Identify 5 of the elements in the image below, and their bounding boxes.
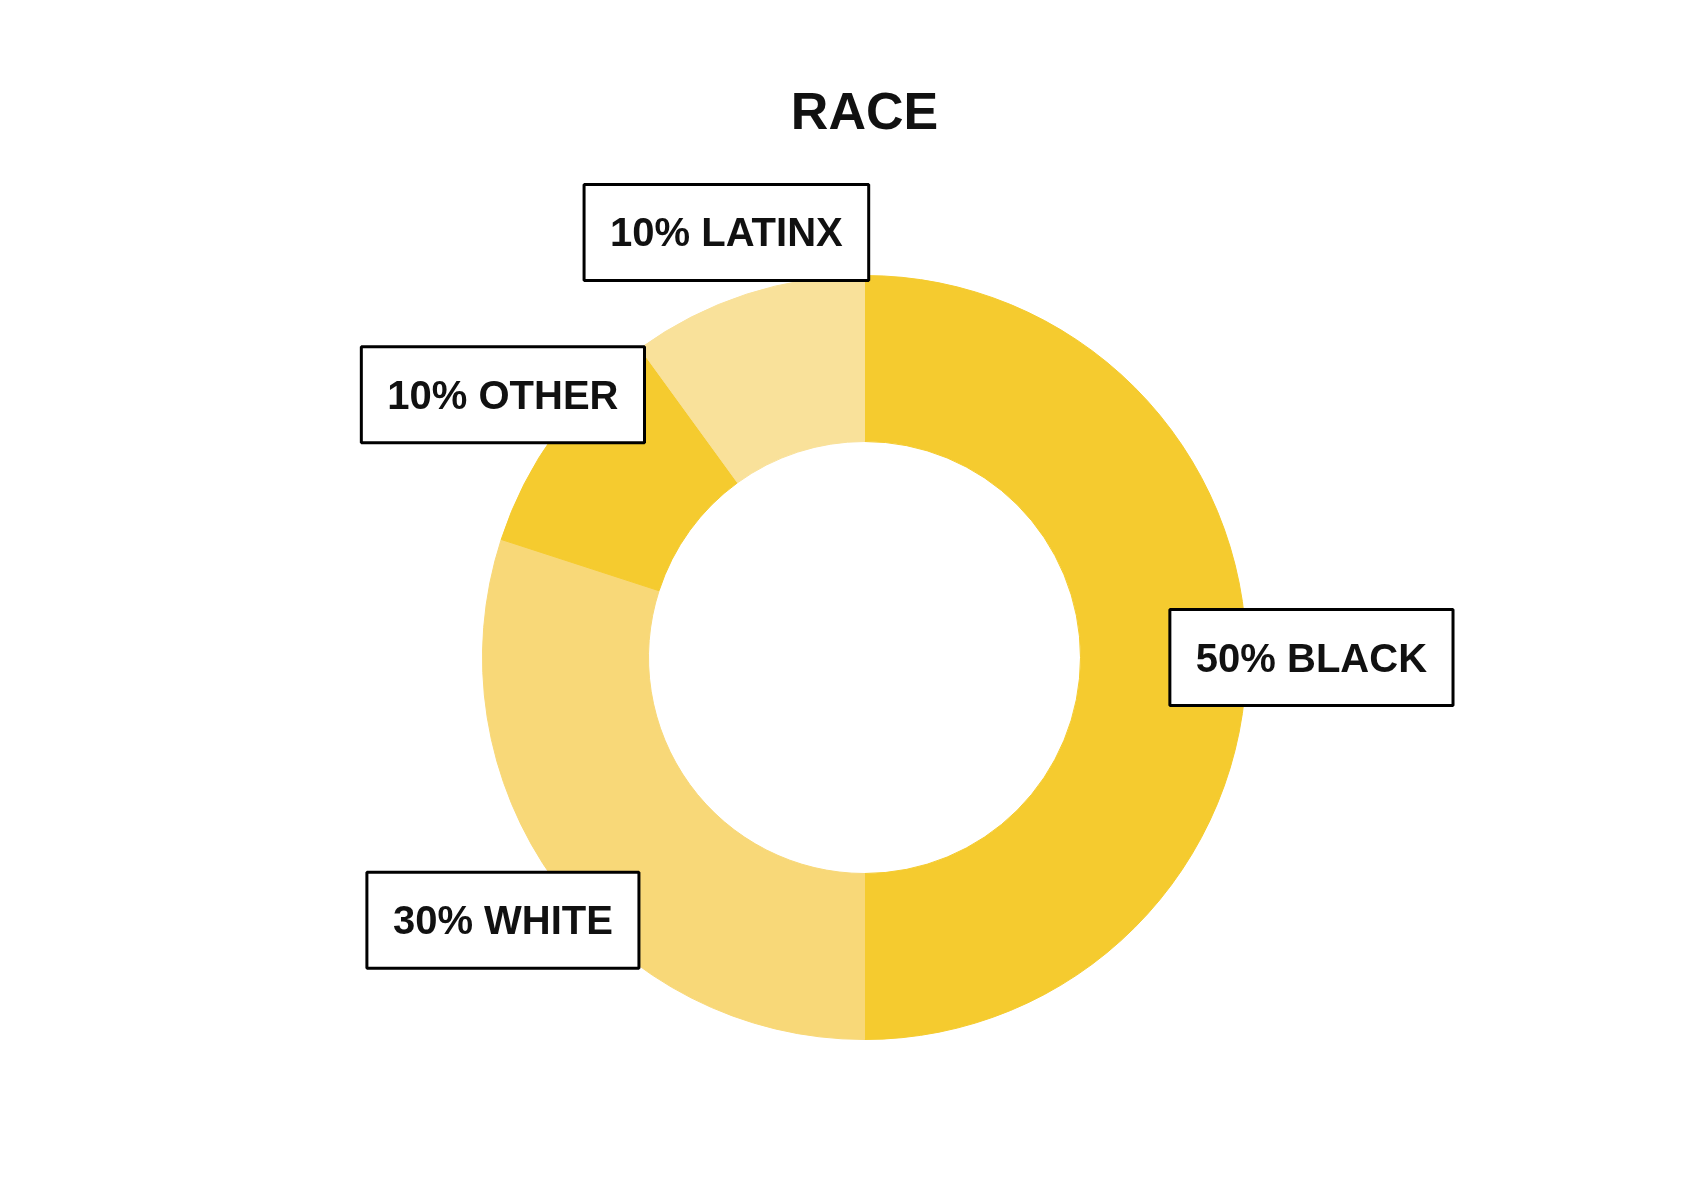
slice-label: 50% BLACK: [1195, 635, 1428, 680]
slice-label: 30% WHITE: [392, 898, 613, 943]
chart-title: RACE: [790, 81, 939, 140]
slice-label: 10% LATINX: [610, 210, 844, 255]
slice-label: 10% OTHER: [387, 372, 619, 417]
